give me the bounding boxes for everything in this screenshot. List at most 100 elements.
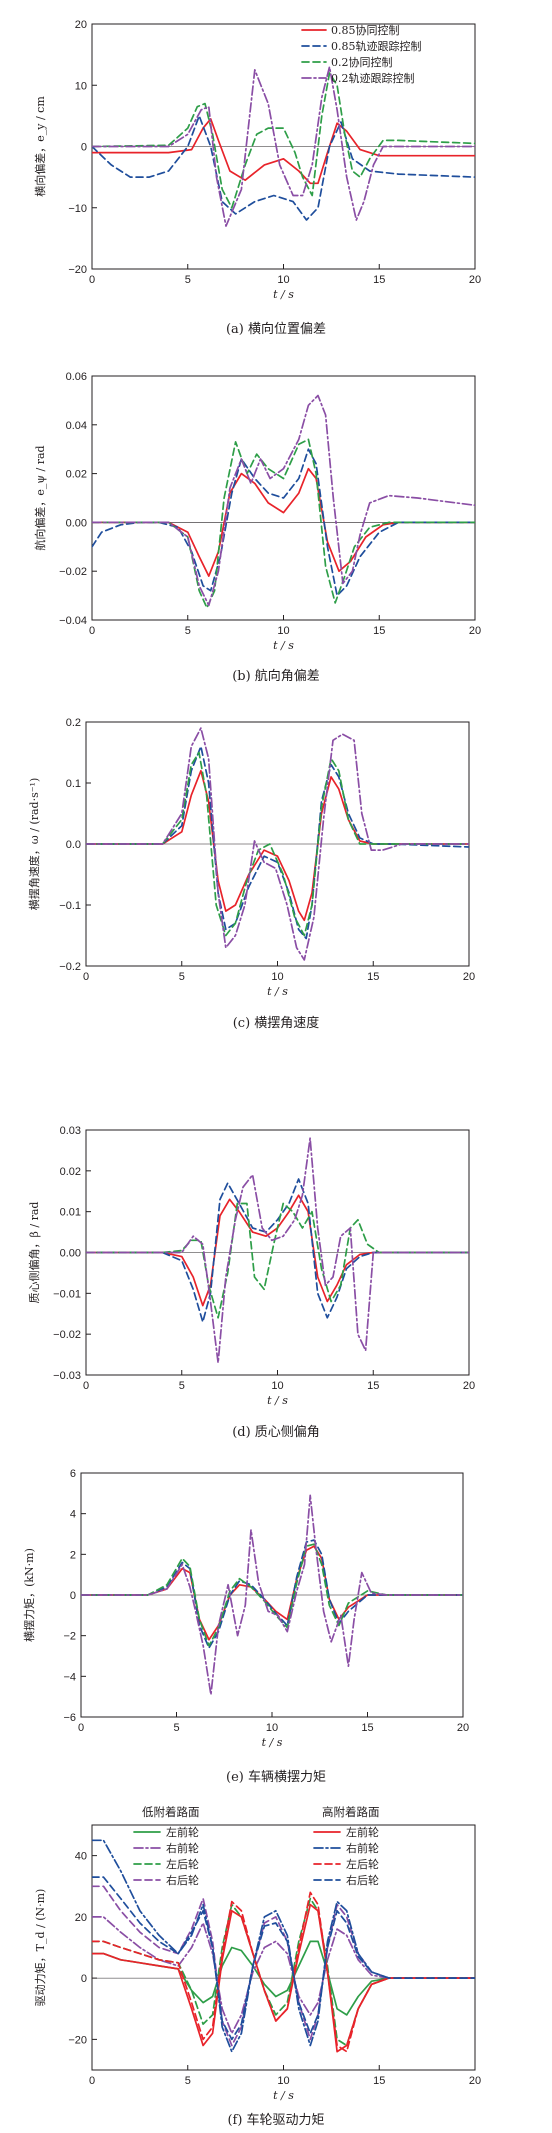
y-tick-label: −2 <box>63 1631 76 1643</box>
y-axis-label: 横摆角速度，ω / (rad·s⁻¹) <box>27 778 41 910</box>
series-line-1 <box>86 1194 469 1307</box>
legend-label: 0.85轨迹跟踪控制 <box>331 39 422 53</box>
x-tick-label: 20 <box>457 1722 469 1734</box>
legend-label: 0.2协同控制 <box>331 55 393 69</box>
y-tick-label: 0.0 <box>66 839 81 851</box>
x-tick-label: 0 <box>83 1380 89 1392</box>
y-axis-label: 横向偏差，e_y / cm <box>33 96 47 197</box>
legend-label: 右前轮 <box>346 1841 379 1855</box>
series-line-2 <box>86 745 469 940</box>
y-tick-label: 0.00 <box>60 1248 81 1260</box>
y-tick-label: 2 <box>70 1549 76 1561</box>
series-line-4 <box>92 66 475 227</box>
y-axis-label: 航向偏差，e_ψ / rad <box>33 445 47 550</box>
figure-caption: (e) 车辆横摆力矩 <box>226 1769 326 1785</box>
x-tick-label: 0 <box>78 1722 84 1734</box>
x-axis-label: t / s <box>267 985 288 998</box>
series-line-3 <box>81 1543 463 1647</box>
legend-label: 左后轮 <box>346 1857 379 1871</box>
x-tick-label: 10 <box>277 625 289 637</box>
y-tick-label: 0.00 <box>66 517 87 529</box>
y-tick-label: −4 <box>63 1671 76 1683</box>
y-tick-label: −0.01 <box>53 1288 81 1300</box>
x-tick-label: 0 <box>89 2075 95 2087</box>
figure-caption: (d) 质心侧偏角 <box>232 1425 320 1440</box>
series-line-6 <box>92 1839 475 2053</box>
chart-panel-5: 0 5 10 15 20 −6 −4 −2 0 2 4 6 t / s 横摆力矩，(kN·m) (e) 车辆… <box>22 1468 469 1785</box>
series-line-4 <box>86 727 469 961</box>
x-axis-label: t / s <box>273 288 294 301</box>
series-line-4 <box>92 1885 475 2047</box>
y-tick-label: −0.02 <box>53 1329 81 1341</box>
x-tick-label: 5 <box>179 971 185 983</box>
x-tick-label: 5 <box>185 625 191 637</box>
x-tick-label: 0 <box>83 971 89 983</box>
x-tick-label: 20 <box>463 971 475 983</box>
y-tick-label: 0.06 <box>66 371 87 383</box>
chart-panel-4: 0 5 10 15 20 −0.03 −0.02 −0.01 0.00 0.01 0.02 0.03 t… <box>27 1125 475 1440</box>
y-axis-label: 驱动力矩，T_d / (N·m) <box>34 1889 47 2007</box>
chart-panel-6: 0 5 10 15 20 −20 0 20 40 t / s 驱动力矩，T_d / (N·m) 低附着… <box>34 1805 481 2128</box>
y-tick-label: −20 <box>68 2034 87 2046</box>
x-tick-label: 15 <box>367 1380 379 1392</box>
y-axis-label: 质心侧偏角，β / rad <box>27 1202 41 1304</box>
figure-caption: (f) 车轮驱动力矩 <box>227 2112 324 2128</box>
y-tick-label: 0 <box>81 142 87 154</box>
x-tick-label: 15 <box>367 971 379 983</box>
y-tick-label: −0.2 <box>59 961 81 973</box>
series-line-3 <box>92 1897 475 2047</box>
plot-area <box>91 1824 476 2071</box>
series-line-3 <box>92 438 475 609</box>
y-tick-label: −0.02 <box>59 566 87 578</box>
x-tick-label: 10 <box>277 274 289 286</box>
y-tick-label: 0.02 <box>66 469 87 481</box>
legend-label: 右前轮 <box>166 1841 199 1855</box>
x-tick-label: 5 <box>185 274 191 286</box>
y-tick-label: −20 <box>68 264 87 276</box>
y-tick-label: 0.01 <box>60 1207 81 1219</box>
legend-label: 0.85协同控制 <box>331 23 400 37</box>
legend-label: 右后轮 <box>346 1873 379 1887</box>
x-tick-label: 10 <box>266 1722 278 1734</box>
y-tick-label: 20 <box>75 1912 87 1924</box>
x-tick-label: 10 <box>277 2075 289 2087</box>
x-tick-label: 10 <box>271 1380 283 1392</box>
x-tick-label: 10 <box>271 971 283 983</box>
series-line-4 <box>92 394 475 607</box>
series-line-2 <box>92 1916 475 2035</box>
y-tick-label: −0.1 <box>59 900 81 912</box>
series-line-2 <box>86 1178 469 1323</box>
x-tick-label: 20 <box>469 274 481 286</box>
legend-group-title: 低附着路面 <box>142 1805 200 1819</box>
legend-group-title: 高附着路面 <box>322 1805 380 1819</box>
series-line-1 <box>92 467 475 577</box>
legend-label: 左前轮 <box>346 1825 379 1839</box>
series-line-1 <box>92 118 475 185</box>
x-tick-label: 15 <box>373 274 385 286</box>
series-line-1 <box>81 1545 463 1641</box>
y-tick-label: 0 <box>81 1973 87 1985</box>
y-tick-label: −6 <box>63 1712 76 1724</box>
figure-caption: (c) 横摆角速度 <box>233 1015 320 1031</box>
series-line-4 <box>81 1494 463 1696</box>
x-tick-label: 0 <box>89 625 95 637</box>
legend-label: 右后轮 <box>166 1873 199 1887</box>
x-tick-label: 20 <box>463 1380 475 1392</box>
series-line-4 <box>86 1137 469 1364</box>
chart-panel-2: 0 5 10 15 20 −0.04 −0.02 0.00 0.02 0.04 0.06 t / s 航… <box>33 371 481 684</box>
y-axis-label: 横摆力矩，(kN·m) <box>22 1548 36 1642</box>
chart-panel-3: 0 5 10 15 20 −0.2 −0.1 0.0 0.1 0.2 t / s 横摆角速度，ω / … <box>27 717 475 1031</box>
x-tick-label: 15 <box>373 2075 385 2087</box>
y-tick-label: 4 <box>70 1509 76 1521</box>
y-tick-label: 0 <box>70 1590 76 1602</box>
y-tick-label: 6 <box>70 1468 76 1480</box>
y-tick-label: 0.03 <box>60 1125 81 1137</box>
x-axis-label: t / s <box>267 1394 288 1407</box>
y-tick-label: −10 <box>68 203 87 215</box>
y-tick-label: 40 <box>75 1851 87 1863</box>
figure-caption: (a) 横向位置偏差 <box>226 321 326 337</box>
legend-label: 左后轮 <box>166 1857 199 1871</box>
x-tick-label: 20 <box>469 625 481 637</box>
y-tick-label: −0.04 <box>59 615 87 627</box>
